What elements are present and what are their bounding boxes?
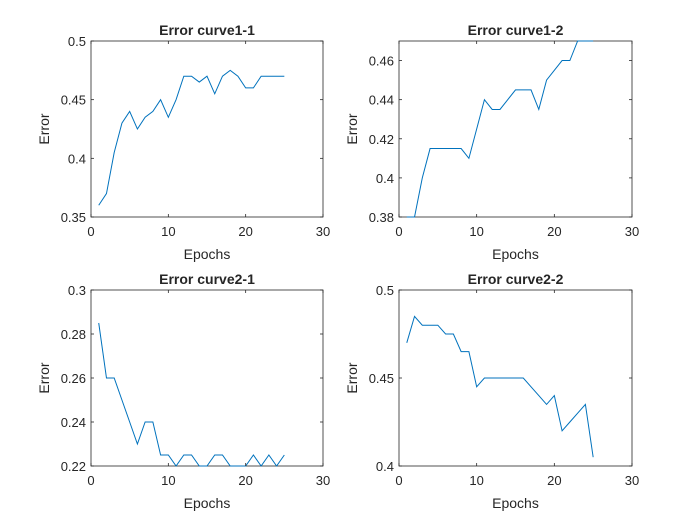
chart-title: Error curve2-1 (159, 271, 255, 287)
y-tick-label: 0.38 (369, 210, 394, 225)
x-tick-label: 20 (238, 224, 252, 239)
x-tick-label: 30 (625, 224, 639, 239)
x-tick-label: 0 (395, 224, 402, 239)
y-axis-label: Error (36, 113, 52, 144)
series-line-1 (406, 315, 594, 458)
x-tick-label: 10 (161, 224, 175, 239)
x-axis-label: Epochs (492, 246, 539, 262)
y-tick-label: 0.42 (369, 132, 394, 147)
x-axis-label: Epochs (184, 495, 231, 511)
y-axis-label: Error (344, 362, 360, 393)
x-tick-label: 20 (238, 473, 252, 488)
y-tick-label: 0.45 (61, 93, 86, 108)
x-tick-label: 10 (161, 473, 175, 488)
x-axis-label: Epochs (184, 246, 231, 262)
y-tick-label: 0.44 (369, 93, 394, 108)
y-tick-label: 0.5 (68, 34, 86, 49)
x-tick-label: 30 (316, 224, 330, 239)
subplot-4: 0 10 20 30 0.4 0.45 0.5 Error curve2-2 Epochs Err… (344, 271, 639, 511)
y-tick-label: 0.22 (61, 459, 86, 474)
y-tick-label: 0.4 (68, 151, 86, 166)
x-tick-label: 20 (547, 224, 561, 239)
y-axis-label: Error (344, 113, 360, 144)
y-tick-label: 0.4 (376, 171, 394, 186)
x-tick-label: 0 (395, 473, 402, 488)
y-tick-label: 0.4 (376, 459, 394, 474)
x-tick-label: 30 (316, 473, 330, 488)
subplot-1: 0 10 20 30 0.35 0.4 0.45 0.5 Error curve1-1 Epoch… (36, 22, 330, 262)
axes-box (90, 289, 324, 467)
y-tick-label: 0.5 (376, 283, 394, 298)
x-axis-label: Epochs (492, 495, 539, 511)
y-tick-label: 0.3 (68, 283, 86, 298)
y-tick-label: 0.35 (61, 210, 86, 225)
y-tick-label: 0.28 (61, 327, 86, 342)
x-tick-label: 20 (547, 473, 561, 488)
series-line-1 (98, 322, 285, 467)
y-tick-label: 0.45 (369, 371, 394, 386)
axes-box (90, 40, 324, 218)
axes-box (398, 40, 633, 218)
y-tick-label: 0.46 (369, 54, 394, 69)
subplot-3: 0 10 20 30 0.22 0.24 0.26 0.28 0.3 Error curve2-1… (36, 271, 330, 511)
x-tick-label: 10 (469, 473, 483, 488)
series-line-1 (406, 40, 594, 218)
y-tick-label: 0.26 (61, 371, 86, 386)
x-tick-label: 0 (87, 224, 94, 239)
x-tick-label: 10 (469, 224, 483, 239)
chart-title: Error curve1-2 (468, 22, 564, 38)
subplot-2: 0 10 20 30 0.38 0.4 0.42 0.44 0.46 Error curve1-2… (344, 22, 639, 262)
chart-title: Error curve2-2 (468, 271, 564, 287)
x-tick-label: 0 (87, 473, 94, 488)
chart-title: Error curve1-1 (159, 22, 255, 38)
y-tick-label: 0.24 (61, 415, 86, 430)
y-axis-label: Error (36, 362, 52, 393)
x-tick-label: 30 (625, 473, 639, 488)
series-line-1 (98, 69, 285, 206)
